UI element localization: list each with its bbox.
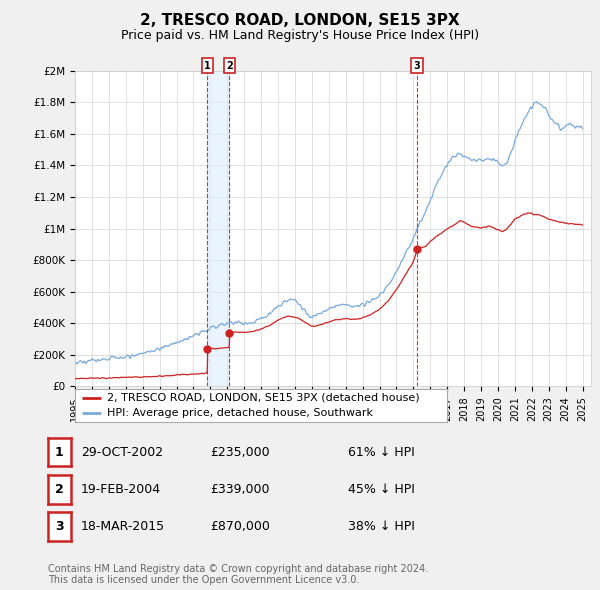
Text: 18-MAR-2015: 18-MAR-2015 [81,520,165,533]
Text: 61% ↓ HPI: 61% ↓ HPI [348,445,415,459]
Text: 3: 3 [413,61,420,71]
Text: 2, TRESCO ROAD, LONDON, SE15 3PX: 2, TRESCO ROAD, LONDON, SE15 3PX [140,13,460,28]
Text: 19-FEB-2004: 19-FEB-2004 [81,483,161,496]
Text: HPI: Average price, detached house, Southwark: HPI: Average price, detached house, Sout… [107,408,373,418]
Text: 38% ↓ HPI: 38% ↓ HPI [348,520,415,533]
Text: 2: 2 [226,61,233,71]
Bar [208,71,229,386]
Text: Price paid vs. HM Land Registry's House Price Index (HPI): Price paid vs. HM Land Registry's House … [121,30,479,42]
Text: 45% ↓ HPI: 45% ↓ HPI [348,483,415,496]
Text: 1: 1 [55,445,64,459]
Text: 2: 2 [55,483,64,496]
Text: 29-OCT-2002: 29-OCT-2002 [81,445,163,459]
Text: 2, TRESCO ROAD, LONDON, SE15 3PX (detached house): 2, TRESCO ROAD, LONDON, SE15 3PX (detach… [107,392,419,402]
Text: 1: 1 [204,61,211,71]
Text: Contains HM Land Registry data © Crown copyright and database right 2024.
This d: Contains HM Land Registry data © Crown c… [48,563,428,585]
Text: £235,000: £235,000 [210,445,269,459]
Text: 3: 3 [55,520,64,533]
Text: £870,000: £870,000 [210,520,270,533]
Text: £339,000: £339,000 [210,483,269,496]
